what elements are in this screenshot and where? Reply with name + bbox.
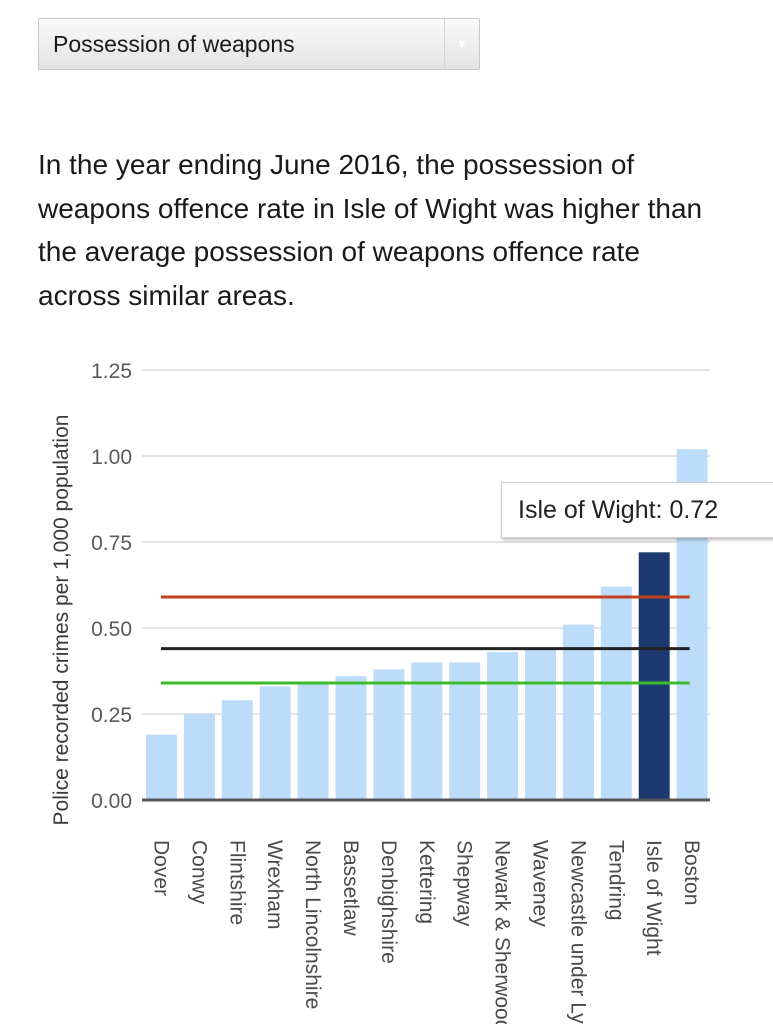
- bar-9: [449, 662, 481, 800]
- y-tick-label: 0.25: [91, 704, 132, 727]
- x-tick-label: Conwy: [187, 840, 210, 905]
- offence-type-dropdown[interactable]: Possession of weapons ▼: [38, 18, 480, 70]
- bar-8: [411, 662, 443, 800]
- chevron-down-icon: ▼: [444, 19, 479, 69]
- bar-7: [373, 669, 405, 800]
- y-axis-title: Police recorded crimes per 1,000 populat…: [50, 415, 73, 826]
- x-tick-label: Newcastle under Lyme: [566, 840, 589, 1024]
- y-tick-label: 1.00: [91, 446, 132, 469]
- bar-12: [562, 624, 594, 800]
- x-tick-label: Flintshire: [225, 840, 248, 925]
- x-tick-label: Boston: [680, 840, 703, 905]
- chart-tooltip: Isle of Wight: 0.72: [501, 482, 773, 538]
- x-tick-label: Tendring: [604, 840, 627, 921]
- bar-13: [600, 586, 632, 800]
- bar-14: [638, 552, 670, 800]
- bar-2: [183, 714, 215, 800]
- y-tick-label: 0.00: [91, 790, 132, 813]
- x-tick-label: Kettering: [415, 840, 438, 924]
- x-tick-label: Waveney: [529, 840, 552, 927]
- summary-text: In the year ending June 2016, the posses…: [38, 149, 703, 311]
- x-tick-label: Shepway: [453, 840, 476, 927]
- bar-3: [221, 700, 253, 800]
- x-tick-label: Dover: [150, 840, 173, 896]
- bar-chart: 0.00 0.25 0.50 0.75 1.00 1.25 Police recorded …: [50, 360, 710, 1024]
- bar-4: [259, 686, 291, 800]
- bar-6: [335, 676, 367, 800]
- y-tick-label: 0.50: [91, 618, 132, 641]
- x-tick-label: Wrexham: [263, 840, 286, 929]
- dropdown-selected-value: Possession of weapons: [53, 30, 295, 57]
- bar-1: [146, 734, 177, 800]
- x-tick-label: Denbighshire: [377, 840, 400, 964]
- x-tick-label: Isle of Wight: [642, 840, 665, 956]
- x-tick-label: North Lincolnshire: [301, 840, 324, 1009]
- y-tick-label: 0.75: [91, 532, 132, 555]
- x-tick-label: Bassetlaw: [339, 840, 362, 937]
- y-tick-label: 1.25: [91, 360, 132, 383]
- x-tick-label: Newark & Sherwood: [491, 840, 514, 1024]
- bar-5: [297, 683, 329, 800]
- bar-11: [525, 648, 556, 800]
- bar-10: [487, 652, 519, 800]
